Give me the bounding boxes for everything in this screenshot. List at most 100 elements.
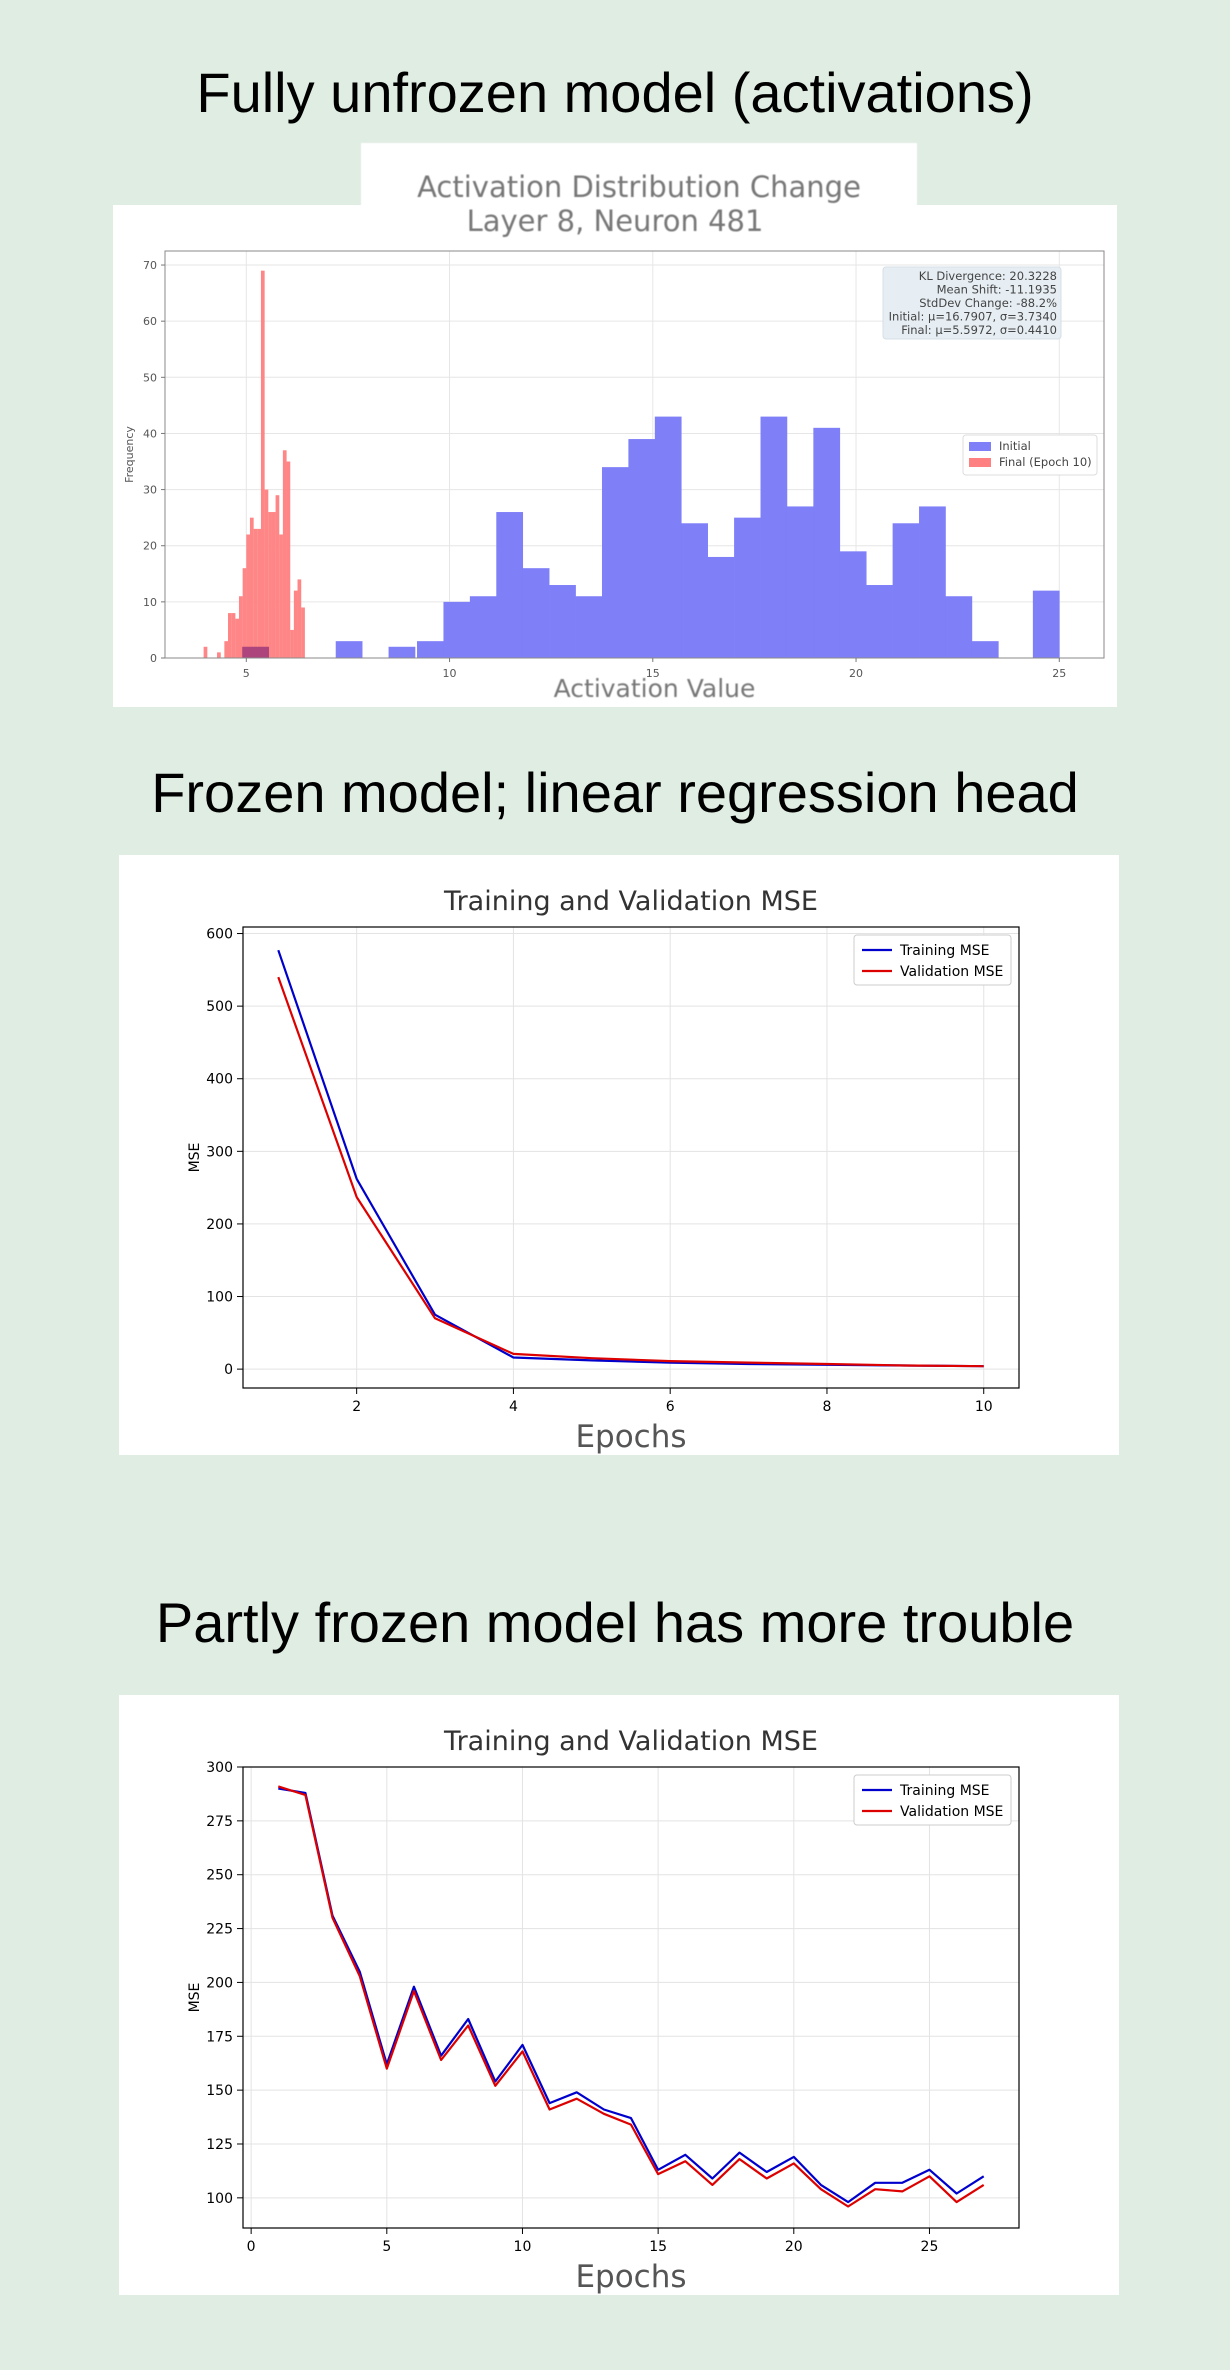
x-tick-label: 6 bbox=[666, 1399, 675, 1415]
section-title-frozen: Frozen model; linear regression head bbox=[151, 761, 1079, 824]
x-tick-label: 20 bbox=[785, 2239, 803, 2255]
y-tick-label: 600 bbox=[206, 927, 233, 943]
histogram-bar bbox=[249, 517, 254, 658]
x-tick-label: 10 bbox=[443, 667, 457, 680]
y-tick-label: 225 bbox=[206, 1922, 233, 1938]
legend-label: Initial bbox=[999, 439, 1031, 453]
histogram-bar bbox=[522, 568, 550, 658]
histogram-bar bbox=[971, 641, 999, 658]
y-tick-label: 150 bbox=[206, 2083, 233, 2099]
legend-swatch bbox=[969, 458, 991, 467]
histogram-bar bbox=[628, 439, 656, 658]
histogram-bar bbox=[238, 596, 243, 658]
plot-frame bbox=[242, 1766, 1020, 2229]
validation-mse-line bbox=[277, 1785, 985, 2208]
histogram-bar bbox=[257, 528, 261, 658]
legend-label: Training MSE bbox=[899, 943, 990, 959]
x-tick-label: 15 bbox=[649, 2239, 667, 2255]
histogram-subtitle: Layer 8, Neuron 481 bbox=[466, 204, 764, 238]
partly-frozen-mse-chart: Training and Validation MSE 0 5 10 15 20 25 100… bbox=[187, 1726, 1020, 2295]
histogram-bar bbox=[654, 416, 682, 658]
histogram-bar bbox=[760, 416, 788, 658]
histogram-bar bbox=[286, 461, 291, 658]
stats-line: Mean Shift: -11.1935 bbox=[937, 283, 1057, 297]
y-tick-label: 200 bbox=[206, 1975, 233, 1991]
histogram-bar bbox=[271, 512, 276, 658]
validation-mse-line bbox=[277, 976, 984, 1368]
histogram-bar bbox=[601, 467, 629, 658]
y-tick-label: 70 bbox=[143, 259, 157, 272]
histogram-bar bbox=[417, 641, 444, 658]
histogram-panel: Layer 8, Neuron 481 5 10 15 20 25 0 10 20 30 40 50… bbox=[113, 205, 1117, 707]
partly-frozen-mse-panel: Training and Validation MSE 0 5 10 15 20 25 100… bbox=[119, 1695, 1119, 2295]
x-tick-label: 10 bbox=[975, 1399, 993, 1415]
y-tick-label: 500 bbox=[206, 999, 233, 1015]
section-title-activations: Fully unfrozen model (activations) bbox=[196, 61, 1034, 124]
histogram-bar bbox=[892, 523, 920, 658]
x-axis-label: Activation Value bbox=[554, 674, 756, 703]
histogram-bar bbox=[919, 506, 946, 658]
x-tick-label: 2 bbox=[352, 1399, 361, 1415]
histogram-bar bbox=[293, 590, 298, 658]
histogram-bar bbox=[301, 607, 305, 658]
plot-frame bbox=[164, 250, 1105, 659]
x-axis-label: Epochs bbox=[575, 2259, 686, 2295]
histogram-bar bbox=[297, 579, 302, 658]
x-tick-label: 25 bbox=[921, 2239, 939, 2255]
training-mse-line bbox=[277, 949, 984, 1368]
histogram-bar bbox=[253, 528, 258, 658]
y-tick-label: 0 bbox=[150, 652, 157, 665]
legend-swatch bbox=[969, 442, 991, 451]
y-tick-label: 200 bbox=[206, 1217, 233, 1233]
legend-label: Final (Epoch 10) bbox=[999, 455, 1092, 469]
y-tick-label: 100 bbox=[206, 2191, 233, 2207]
y-tick-label: 100 bbox=[206, 1290, 233, 1306]
chart-title: Training and Validation MSE bbox=[443, 886, 818, 917]
histogram-bar bbox=[469, 596, 497, 658]
chart-title: Training and Validation MSE bbox=[443, 1726, 818, 1757]
histogram-bar bbox=[575, 596, 603, 658]
x-tick-label: 10 bbox=[514, 2239, 532, 2255]
section-title-partly-frozen: Partly frozen model has more trouble bbox=[155, 1591, 1075, 1654]
x-axis-label: Epochs bbox=[575, 1419, 686, 1455]
y-tick-label: 250 bbox=[206, 1868, 233, 1884]
y-tick-label: 60 bbox=[143, 315, 157, 328]
x-tick-label: 20 bbox=[849, 667, 863, 680]
legend-label: Validation MSE bbox=[900, 1804, 1003, 1820]
histogram-bar bbox=[734, 517, 761, 658]
histogram-bar bbox=[839, 551, 867, 658]
x-tick-label: 5 bbox=[243, 667, 250, 680]
histogram-bar bbox=[496, 512, 524, 658]
histogram-bar bbox=[549, 585, 576, 658]
x-tick-label: 4 bbox=[509, 1399, 518, 1415]
histogram-bar bbox=[275, 495, 280, 658]
stats-line: Final: μ=5.5972, σ=0.4410 bbox=[901, 323, 1057, 337]
stats-line: StdDev Change: -88.2% bbox=[919, 296, 1057, 310]
y-tick-label: 20 bbox=[143, 540, 157, 553]
histogram-bar bbox=[217, 652, 221, 658]
y-tick-label: 50 bbox=[143, 371, 157, 384]
histogram-overlap-bar bbox=[242, 646, 269, 658]
x-tick-label: 15 bbox=[646, 667, 660, 680]
histogram-legend bbox=[962, 434, 1098, 476]
histogram-bar bbox=[264, 489, 269, 658]
histogram-bar bbox=[203, 646, 208, 658]
histogram-bar bbox=[335, 641, 363, 658]
histogram-bar bbox=[242, 568, 247, 658]
histogram-bar bbox=[681, 523, 708, 658]
activation-histogram: 5 10 15 20 25 0 10 20 30 40 50 60 70 Frequency Activat… bbox=[123, 250, 1105, 703]
y-tick-label: 10 bbox=[143, 596, 157, 609]
y-tick-label: 0 bbox=[224, 1362, 233, 1378]
y-axis-label: MSE bbox=[187, 1143, 203, 1173]
training-mse-line bbox=[278, 1787, 985, 2204]
histogram-bar bbox=[786, 506, 814, 658]
line-legend bbox=[853, 934, 1012, 986]
y-tick-label: 300 bbox=[206, 1144, 233, 1160]
x-tick-label: 25 bbox=[1052, 667, 1066, 680]
histogram-bar bbox=[235, 618, 240, 658]
histogram-bar bbox=[443, 601, 471, 658]
histogram-bar bbox=[290, 629, 294, 658]
frozen-mse-panel: Training and Validation MSE 2 4 6 8 10 0 100 200… bbox=[119, 855, 1119, 1455]
y-tick-label: 175 bbox=[206, 2029, 233, 2045]
